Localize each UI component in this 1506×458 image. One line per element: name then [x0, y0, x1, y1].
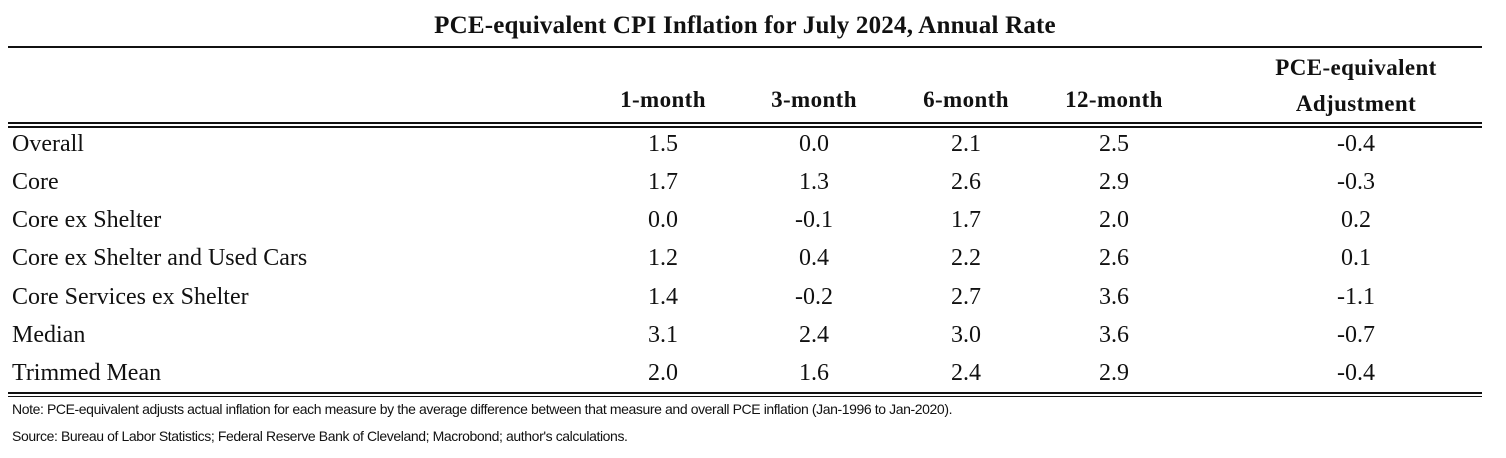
row-label: Core ex Shelter — [12, 207, 162, 233]
cell-1-month: 2.0 — [648, 360, 678, 386]
cell-adjustment: -1.1 — [1337, 284, 1375, 310]
cell-12-month: 3.6 — [1099, 284, 1129, 310]
row-label: Trimmed Mean — [12, 360, 162, 386]
row-label: Median — [12, 322, 86, 348]
header-12-month: 12-month — [1065, 87, 1163, 112]
cell-adjustment: -0.4 — [1337, 360, 1375, 386]
header-pce-adjustment-line2: Adjustment — [1295, 91, 1417, 116]
table-row: Core ex Shelter 0.0 -0.1 1.7 2.0 0.2 — [0, 201, 1490, 239]
bottom-rule — [8, 392, 1482, 394]
cell-1-month: 3.1 — [648, 322, 678, 348]
table-row: Median 3.1 2.4 3.0 3.6 -0.7 — [0, 316, 1490, 354]
cell-12-month: 2.0 — [1099, 207, 1129, 233]
table-note: Note: PCE-equivalent adjusts actual infl… — [12, 401, 953, 417]
table-row: Trimmed Mean 2.0 1.6 2.4 2.9 -0.4 — [0, 354, 1490, 392]
header-3-month: 3-month — [771, 87, 857, 112]
cell-6-month: 3.0 — [951, 322, 981, 348]
cell-12-month: 3.6 — [1099, 322, 1129, 348]
cell-adjustment: -0.4 — [1337, 131, 1375, 157]
cell-6-month: 2.1 — [951, 131, 981, 157]
cell-6-month: 2.7 — [951, 284, 981, 310]
cell-6-month: 1.7 — [951, 207, 981, 233]
cell-1-month: 1.7 — [648, 169, 678, 195]
table-title: PCE-equivalent CPI Inflation for July 20… — [434, 12, 1056, 39]
cell-12-month: 2.5 — [1099, 131, 1129, 157]
top-rule — [8, 46, 1482, 48]
cell-adjustment: -0.7 — [1337, 322, 1375, 348]
table-row: Overall 1.5 0.0 2.1 2.5 -0.4 — [0, 125, 1490, 163]
table-row: Core ex Shelter and Used Cars 1.2 0.4 2.… — [0, 239, 1490, 277]
row-label: Overall — [12, 131, 84, 157]
cell-6-month: 2.4 — [951, 360, 981, 386]
cell-adjustment: -0.3 — [1337, 169, 1375, 195]
cell-1-month: 1.5 — [648, 131, 678, 157]
table-row: Core Services ex Shelter 1.4 -0.2 2.7 3.… — [0, 278, 1490, 316]
cell-3-month: -0.1 — [795, 207, 833, 233]
header-rule — [8, 122, 1482, 124]
cell-3-month: 2.4 — [799, 322, 829, 348]
cell-3-month: 1.3 — [799, 169, 829, 195]
cell-3-month: 0.0 — [799, 131, 829, 157]
cell-12-month: 2.9 — [1099, 360, 1129, 386]
cell-1-month: 1.4 — [648, 284, 678, 310]
cell-3-month: 0.4 — [799, 245, 829, 271]
header-pce-adjustment-line1: PCE-equivalent — [1275, 55, 1437, 80]
cell-12-month: 2.6 — [1099, 245, 1129, 271]
header-6-month: 6-month — [923, 87, 1009, 112]
cell-1-month: 1.2 — [648, 245, 678, 271]
header-rule-double — [8, 126, 1482, 128]
cell-3-month: -0.2 — [795, 284, 833, 310]
cell-adjustment: 0.2 — [1341, 207, 1371, 233]
row-label: Core — [12, 169, 59, 195]
table-source: Source: Bureau of Labor Statistics; Fede… — [12, 428, 628, 444]
bottom-rule-double — [8, 396, 1482, 397]
cell-6-month: 2.2 — [951, 245, 981, 271]
cell-1-month: 0.0 — [648, 207, 678, 233]
row-label: Core ex Shelter and Used Cars — [12, 245, 308, 271]
cell-adjustment: 0.1 — [1341, 245, 1371, 271]
row-label: Core Services ex Shelter — [12, 284, 249, 310]
cell-12-month: 2.9 — [1099, 169, 1129, 195]
header-1-month: 1-month — [620, 87, 706, 112]
table-row: Core 1.7 1.3 2.6 2.9 -0.3 — [0, 163, 1490, 201]
cell-3-month: 1.6 — [799, 360, 829, 386]
cell-6-month: 2.6 — [951, 169, 981, 195]
